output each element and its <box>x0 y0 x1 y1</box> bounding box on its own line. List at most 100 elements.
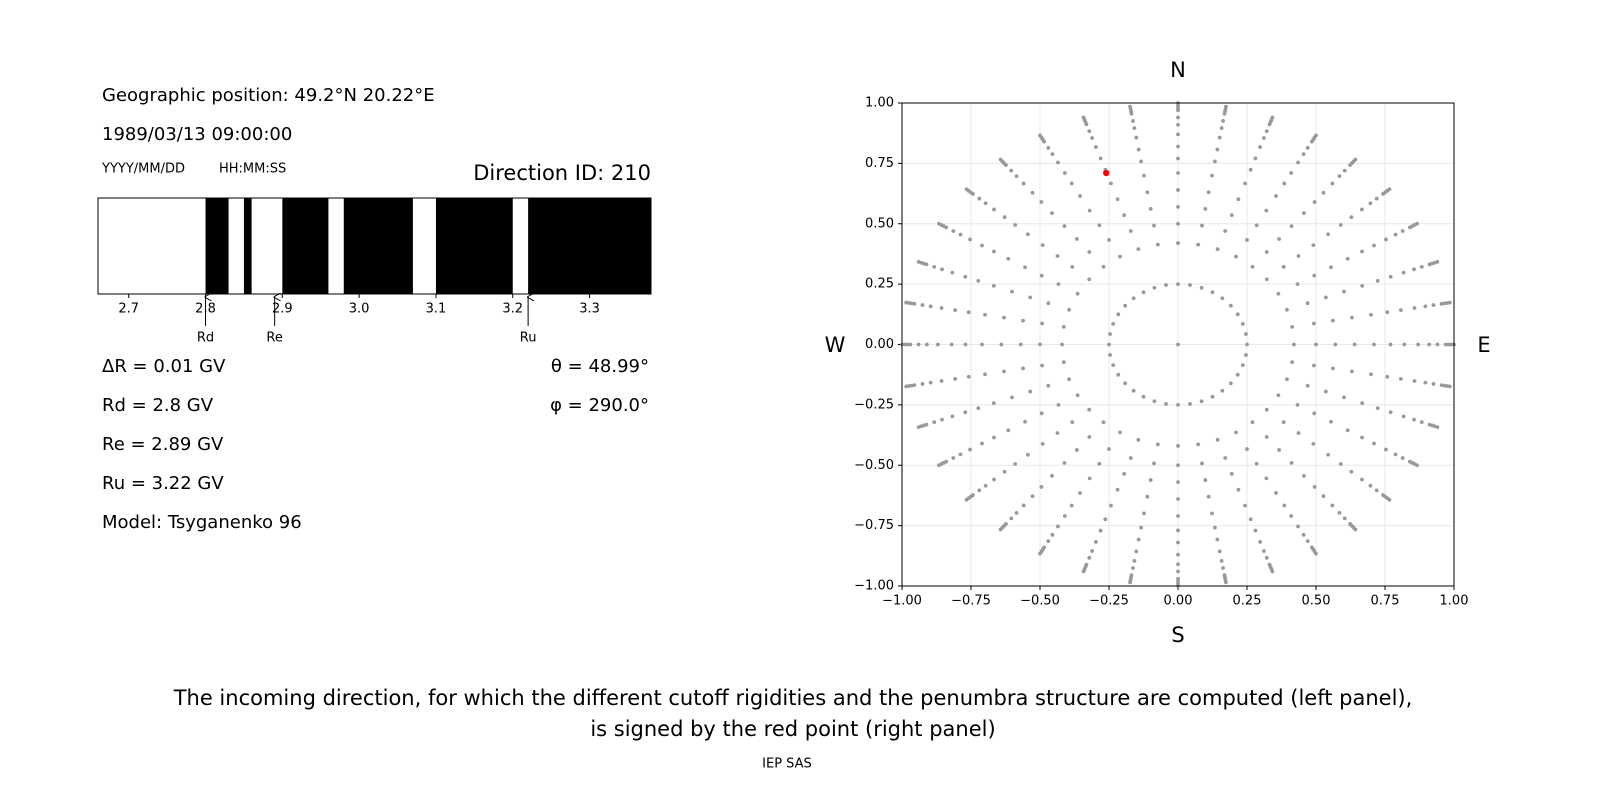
grid-point <box>1350 369 1354 374</box>
grid-point <box>1419 420 1424 425</box>
grid-point <box>1141 290 1146 295</box>
grid-point <box>992 435 996 440</box>
grid-point <box>1188 283 1192 287</box>
grid-point <box>1312 200 1317 204</box>
grid-point <box>1236 487 1241 492</box>
grid-point <box>1176 188 1180 192</box>
y-tick-label: −0.50 <box>854 458 894 473</box>
x-tick-label: 0.75 <box>1371 594 1400 609</box>
grid-point <box>1176 204 1180 209</box>
grid-point <box>963 410 968 415</box>
phi: φ = 290.0° <box>550 395 649 416</box>
grid-point <box>958 232 963 237</box>
grid-point <box>1087 476 1092 481</box>
grid-point <box>1098 528 1103 533</box>
grid-point <box>1248 517 1253 522</box>
grid-point <box>1244 332 1248 336</box>
grid-point <box>1360 401 1365 406</box>
grid-point <box>1176 569 1180 574</box>
grid-point <box>1360 249 1364 254</box>
grid-point <box>1062 514 1067 518</box>
grid-point <box>949 342 954 347</box>
grid-point <box>1128 580 1132 585</box>
grid-point <box>1374 488 1379 493</box>
penumbra-border <box>97 197 652 295</box>
grid-point <box>998 527 1003 532</box>
grid-point <box>1240 321 1245 326</box>
grid-point <box>1229 213 1234 218</box>
grid-point <box>1050 532 1055 537</box>
grid-point <box>1131 388 1136 393</box>
grid-point <box>1369 312 1373 317</box>
grid-point <box>1338 462 1343 466</box>
grid-point <box>1290 324 1295 329</box>
grid-point <box>1276 393 1281 398</box>
grid-point <box>1075 393 1080 398</box>
grid-point <box>1046 383 1051 388</box>
grid-point <box>1264 435 1269 439</box>
grid-point <box>1056 402 1061 407</box>
grid-point <box>1040 321 1044 326</box>
plot-frame <box>901 102 1455 587</box>
forbidden-band <box>343 198 413 294</box>
grid-point <box>1040 363 1044 368</box>
grid-point <box>1281 264 1286 269</box>
grid-point <box>1281 420 1286 425</box>
grid-point <box>1062 460 1067 465</box>
grid-point <box>1302 473 1306 478</box>
grid-point <box>1176 540 1180 545</box>
grid-point <box>1136 247 1141 252</box>
x-tick-label: 1.00 <box>1440 594 1469 609</box>
grid-point <box>1176 282 1180 287</box>
grid-point <box>1108 353 1112 357</box>
grid-point <box>1387 187 1392 192</box>
grid-point <box>1248 167 1253 172</box>
grid-point <box>1289 460 1294 465</box>
grid-point <box>1142 173 1146 178</box>
grid-point <box>1243 503 1247 508</box>
y-tick-label: 0.25 <box>865 277 894 292</box>
x-tick-label: 0.50 <box>1302 594 1331 609</box>
grid-point <box>1155 442 1160 447</box>
grid-point <box>1435 425 1440 429</box>
grid-point <box>1087 250 1092 254</box>
x-tick-label: 3.2 <box>502 302 523 317</box>
grid-point <box>1419 264 1424 269</box>
grid-point <box>1295 282 1300 287</box>
grid-point <box>1353 157 1358 162</box>
grid-point <box>983 483 988 488</box>
grid-point <box>1345 428 1350 433</box>
grid-point <box>1244 353 1248 357</box>
grid-point <box>1360 477 1364 482</box>
grid-point <box>1081 115 1086 120</box>
grid-point <box>1046 539 1051 543</box>
grid-point <box>1321 190 1326 195</box>
y-tick-label: 0.50 <box>865 216 894 231</box>
grid-point <box>1078 491 1082 495</box>
grid-point <box>1014 510 1019 515</box>
grid-point <box>1176 156 1180 161</box>
grid-point <box>1374 196 1379 201</box>
grid-point <box>1111 363 1116 368</box>
grid-point <box>1220 296 1225 301</box>
grid-point <box>1368 483 1373 488</box>
x-tick-label: −0.50 <box>1020 594 1060 609</box>
grid-point <box>1342 168 1347 173</box>
grid-point <box>1176 528 1180 533</box>
grid-point <box>1415 463 1419 468</box>
grid-point <box>1264 476 1269 481</box>
grid-point <box>932 420 937 425</box>
grid-point <box>916 342 921 347</box>
grid-point <box>1224 104 1228 109</box>
grid-point <box>932 264 937 269</box>
grid-point <box>1446 342 1451 347</box>
grid-point <box>1360 207 1364 212</box>
grid-point <box>1069 181 1074 186</box>
grid-point <box>1039 200 1044 204</box>
grid-point <box>1023 419 1027 424</box>
grid-point <box>939 306 944 310</box>
grid-point <box>1152 461 1156 466</box>
grid-point <box>1028 295 1033 300</box>
grid-point <box>1139 525 1143 530</box>
